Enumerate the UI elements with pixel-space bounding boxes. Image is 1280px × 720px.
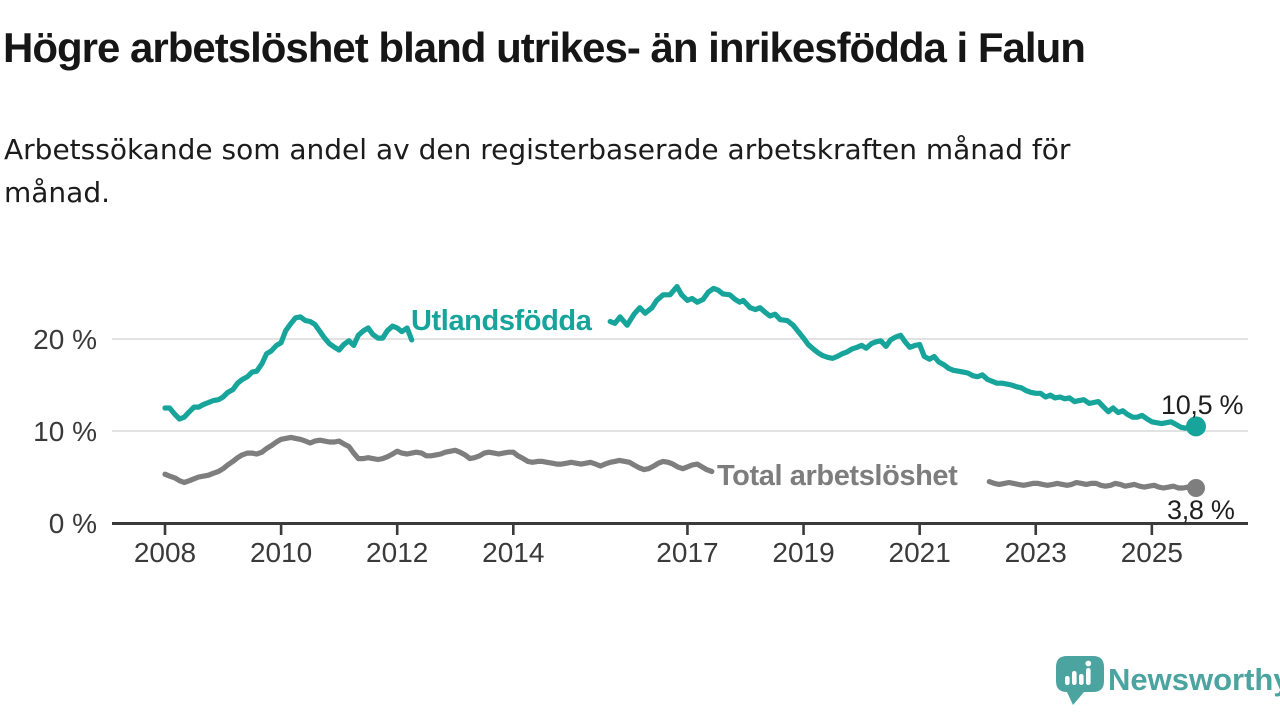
chart-subtitle: Arbetssökande som andel av den registerb… [4, 128, 1204, 214]
total-end-dot [1187, 479, 1205, 497]
x-tick-label: 2017 [656, 537, 718, 568]
x-tick-label: 2025 [1121, 537, 1183, 568]
x-tick-label: 2012 [366, 537, 428, 568]
x-axis-labels: 2008 2010 2012 2014 2017 2019 2021 2023 2025 [134, 537, 1183, 568]
end-value-label-utlandsfodda: 10,5 % [1161, 390, 1244, 420]
total-line [986, 479, 1199, 491]
logo-bar-tall [1079, 674, 1084, 685]
x-tick-label: 2010 [250, 537, 312, 568]
y-axis-label-10: 10 % [33, 416, 97, 447]
logo-exclamation-dot [1085, 660, 1092, 667]
utlandsfodda-line [162, 314, 415, 422]
x-tick-label: 2021 [889, 537, 951, 568]
total-line [162, 434, 715, 486]
logo-bar-medium [1072, 671, 1077, 685]
y-axis-label-20: 20 % [33, 324, 97, 355]
series-label-total-arbetsloshet: Total arbetslöshet [717, 460, 958, 492]
x-tick-label: 2014 [482, 537, 544, 568]
subtitle-line-1: Arbetssökande som andel av den registerb… [4, 133, 1071, 166]
newsworthy-logo[interactable]: Newsworthy [1050, 646, 1280, 712]
end-value-label-total: 3,8 % [1167, 495, 1235, 525]
utlandsfodda-end-dot [1186, 416, 1206, 437]
subtitle-line-2: månad. [4, 176, 111, 209]
newsworthy-logo-text: Newsworthy [1108, 662, 1280, 697]
series-lines [162, 284, 1206, 497]
logo-exclamation-bar [1086, 668, 1091, 685]
series-label-utlandsfodda: Utlandsfödda [411, 305, 593, 337]
x-tick-label: 2019 [772, 537, 834, 568]
x-axis-ticks [163, 525, 1154, 535]
page-title: Högre arbetslöshet bland utrikes- än inr… [3, 24, 1086, 71]
y-axis-label-0: 0 % [49, 508, 97, 539]
gridlines [112, 338, 1248, 432]
x-tick-label: 2023 [1005, 537, 1067, 568]
x-tick-label: 2008 [134, 537, 196, 568]
logo-bar-small [1065, 676, 1070, 685]
utlandsfodda-line [607, 284, 1199, 431]
newsworthy-logo-icon [1056, 656, 1104, 705]
